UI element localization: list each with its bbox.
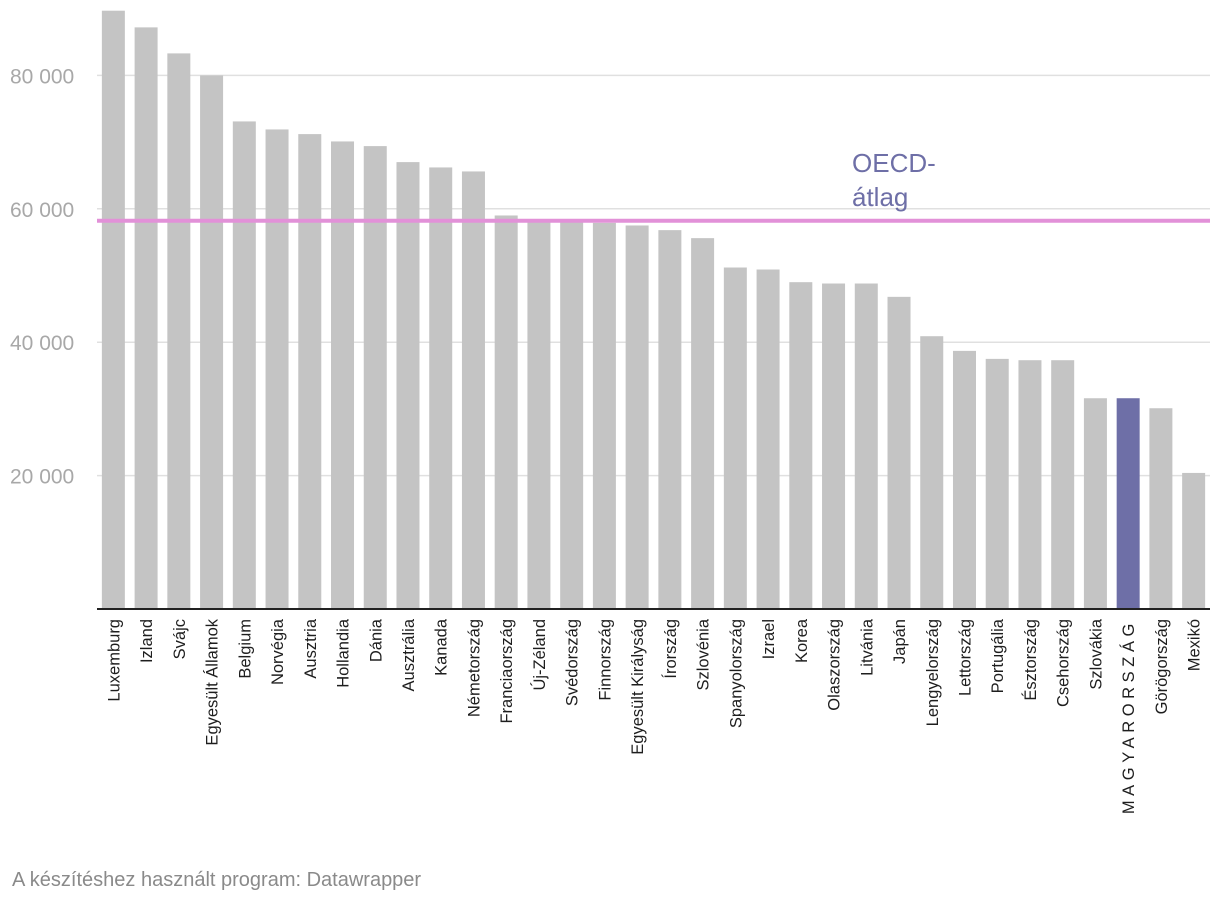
category-label: Hollandia <box>335 618 353 688</box>
bar-mexikó <box>1182 472 1206 609</box>
bar-egyesült-királyság <box>625 225 649 609</box>
category-label: Csehország <box>1055 619 1073 707</box>
category-label: Németország <box>465 619 483 717</box>
category-label: Korea <box>793 618 811 663</box>
bar-szlovákia <box>1083 398 1107 609</box>
y-axis-ticks: 20 000 40 000 60 000 80 000 <box>10 65 74 488</box>
category-label: Olaszország <box>826 619 844 711</box>
bar-japán <box>887 296 911 609</box>
category-label: Izland <box>138 619 156 663</box>
bar-hollandia <box>331 141 355 610</box>
bar-izland <box>134 27 158 610</box>
category-label: Finnország <box>596 619 614 701</box>
bar-kanada <box>429 167 453 610</box>
bar-csehország <box>1051 360 1075 609</box>
bar-franciaország <box>494 215 518 609</box>
category-label: Egyesült Királyság <box>629 619 647 755</box>
category-label: Spanyolország <box>727 619 745 728</box>
category-label: Észtország <box>1021 619 1040 701</box>
y-tick-label: 20 000 <box>10 466 74 489</box>
bar-izrael <box>756 269 780 609</box>
category-label: Mexikó <box>1186 619 1204 671</box>
category-label: Belgium <box>236 619 254 679</box>
bar-litvánia <box>854 283 878 609</box>
bar-norvégia <box>265 129 289 609</box>
category-label: Lettország <box>956 619 974 696</box>
category-label: Japán <box>891 619 909 664</box>
category-label: MAGYARORSZÁG <box>1119 619 1138 814</box>
bar-magyarország <box>1116 398 1140 609</box>
category-label: Ausztrália <box>400 618 418 691</box>
category-label: Új-Zéland <box>530 619 549 691</box>
bar-észtország <box>1018 360 1042 609</box>
category-label: Portugália <box>989 618 1007 693</box>
category-label: Dánia <box>367 618 385 662</box>
gridlines <box>97 74 1210 477</box>
bar-spanyolország <box>723 267 747 609</box>
bar-korea <box>789 282 813 609</box>
bar-olaszország <box>822 283 846 609</box>
category-label: Franciaország <box>498 619 516 724</box>
category-label: Litvánia <box>858 618 876 676</box>
category-label: Svájc <box>171 619 189 659</box>
bar-lettország <box>952 350 976 609</box>
category-label: Ausztria <box>302 618 320 678</box>
bar-belgium <box>232 121 256 609</box>
category-label: Lengyelország <box>924 619 942 726</box>
bar-szlovénia <box>691 238 715 609</box>
y-tick-label: 60 000 <box>10 199 74 222</box>
category-label: Kanada <box>433 618 451 676</box>
oecd-average-label: átlag <box>852 182 908 212</box>
bar-lengyelország <box>920 336 944 609</box>
oecd-average-label: OECD- <box>852 148 936 178</box>
bar-új-zéland <box>527 220 551 609</box>
bar-ausztria <box>298 134 322 609</box>
y-tick-label: 40 000 <box>10 332 74 355</box>
bar-chart: OECD-átlag 20 000 40 000 60 000 80 000 Luxe… <box>10 10 1210 814</box>
bar-dánia <box>363 146 387 610</box>
category-label: Írország <box>661 619 680 679</box>
bar-svájc <box>167 53 191 610</box>
category-label: Luxemburg <box>105 619 123 702</box>
bar-egyesült-államok <box>200 75 224 609</box>
bar-svédország <box>560 220 584 609</box>
category-label: Szlovénia <box>695 618 713 690</box>
category-label: Görögország <box>1153 619 1171 714</box>
bar-írország <box>658 230 682 610</box>
category-labels: Luxemburg Izland Svájc Egyesült Államok Belg… <box>105 618 1203 814</box>
bar-finnország <box>592 222 616 609</box>
y-tick-label: 80 000 <box>10 65 74 88</box>
bar-németország <box>461 171 485 609</box>
footer-credit: A készítéshez használt program: Datawrap… <box>12 869 422 891</box>
bar-portugália <box>985 358 1009 609</box>
category-label: Svédország <box>564 619 582 706</box>
bar-luxemburg <box>101 10 125 610</box>
category-label: Norvégia <box>269 618 287 685</box>
category-label: Egyesült Államok <box>203 618 222 745</box>
bars <box>101 10 1206 610</box>
category-label: Szlovákia <box>1087 618 1105 689</box>
bar-görögország <box>1149 408 1173 609</box>
bar-ausztrália <box>396 162 420 610</box>
reference-line-group: OECD-átlag <box>97 148 1210 223</box>
category-label: Izrael <box>760 619 778 659</box>
